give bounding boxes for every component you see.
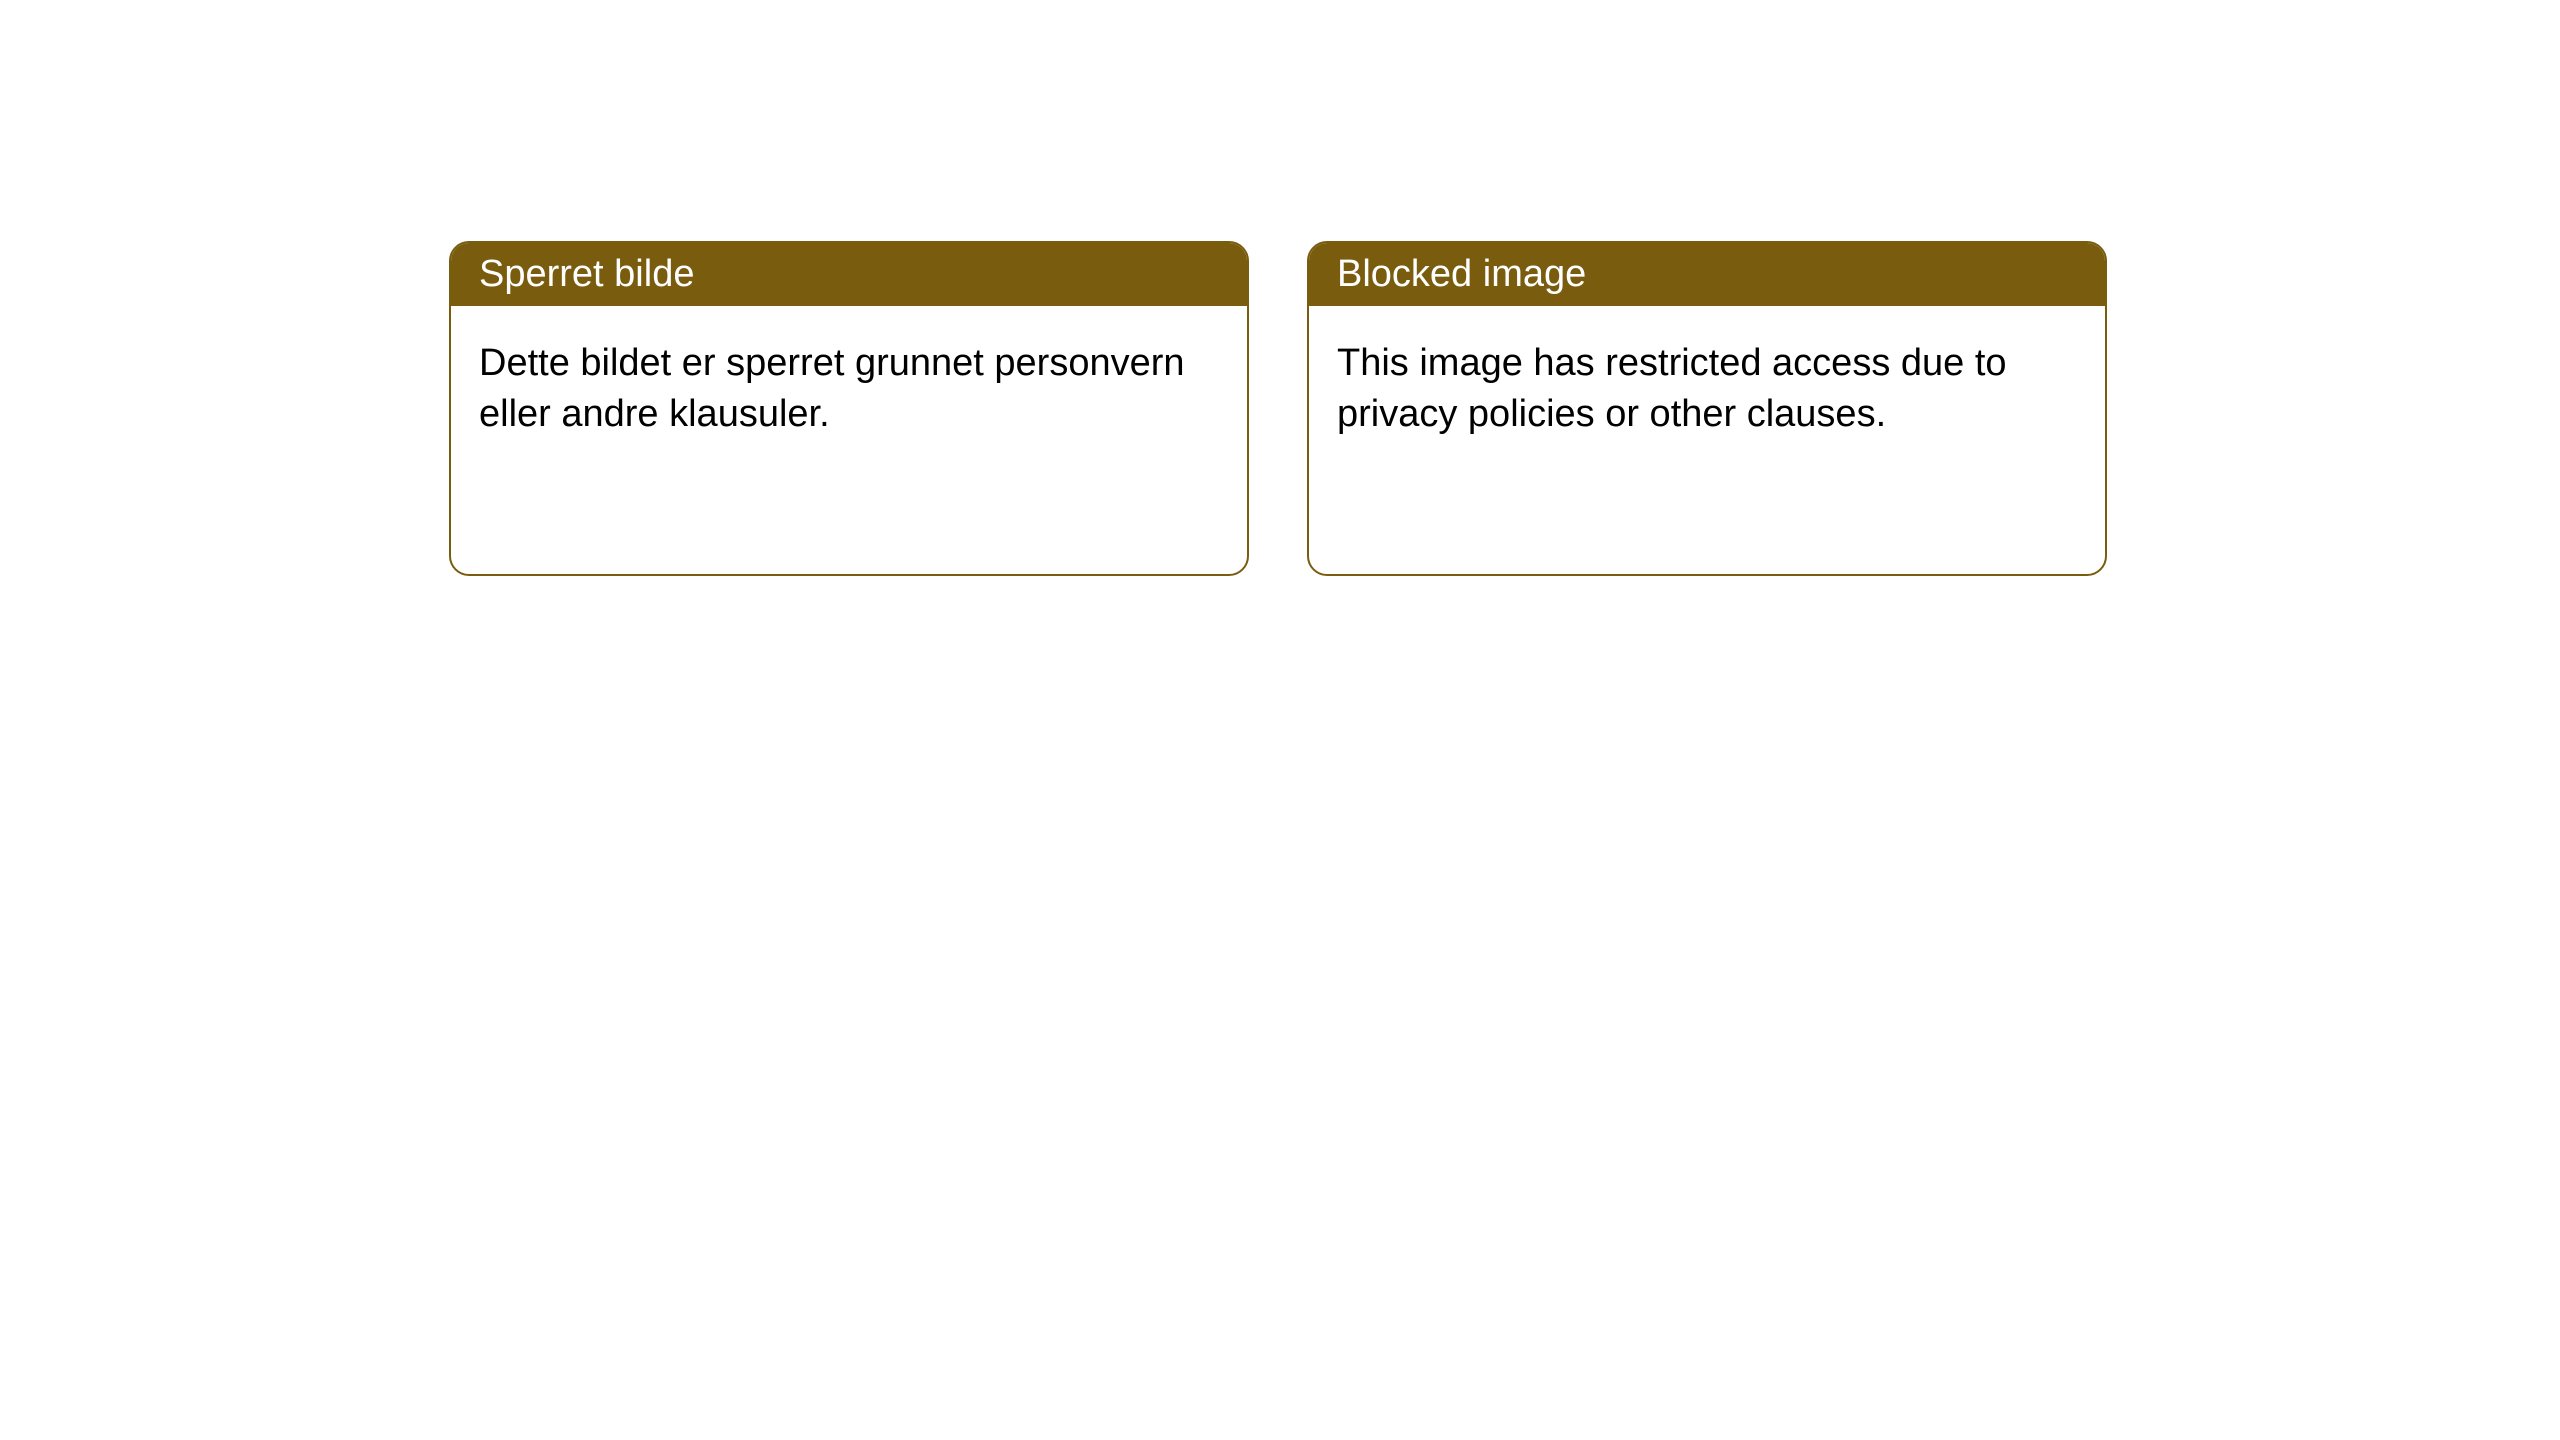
- notice-container: Sperret bilde Dette bildet er sperret gr…: [0, 0, 2560, 576]
- notice-title: Blocked image: [1309, 243, 2105, 306]
- notice-title: Sperret bilde: [451, 243, 1247, 306]
- notice-card-norwegian: Sperret bilde Dette bildet er sperret gr…: [449, 241, 1249, 576]
- notice-card-english: Blocked image This image has restricted …: [1307, 241, 2107, 576]
- notice-body: This image has restricted access due to …: [1309, 306, 2105, 473]
- notice-body: Dette bildet er sperret grunnet personve…: [451, 306, 1247, 473]
